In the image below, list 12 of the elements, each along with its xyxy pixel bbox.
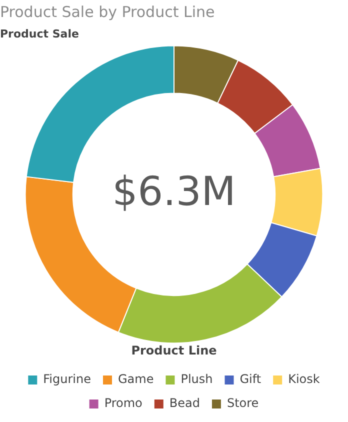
chart-subtitle: Product Sale — [0, 27, 79, 40]
chart-title: Product Sale by Product Line — [0, 2, 215, 21]
legend-label: Gift — [240, 372, 262, 386]
legend-label: Game — [118, 372, 154, 386]
legend-label: Bead — [169, 396, 200, 410]
legend-label: Plush — [180, 372, 213, 386]
legend-title: Product Line — [131, 344, 217, 358]
legend-label: Store — [226, 396, 259, 410]
legend-label: Figurine — [43, 372, 91, 386]
legend-label: Kiosk — [288, 372, 320, 386]
text: $6.3M — [112, 168, 236, 215]
legend-label: Promo — [104, 396, 142, 410]
